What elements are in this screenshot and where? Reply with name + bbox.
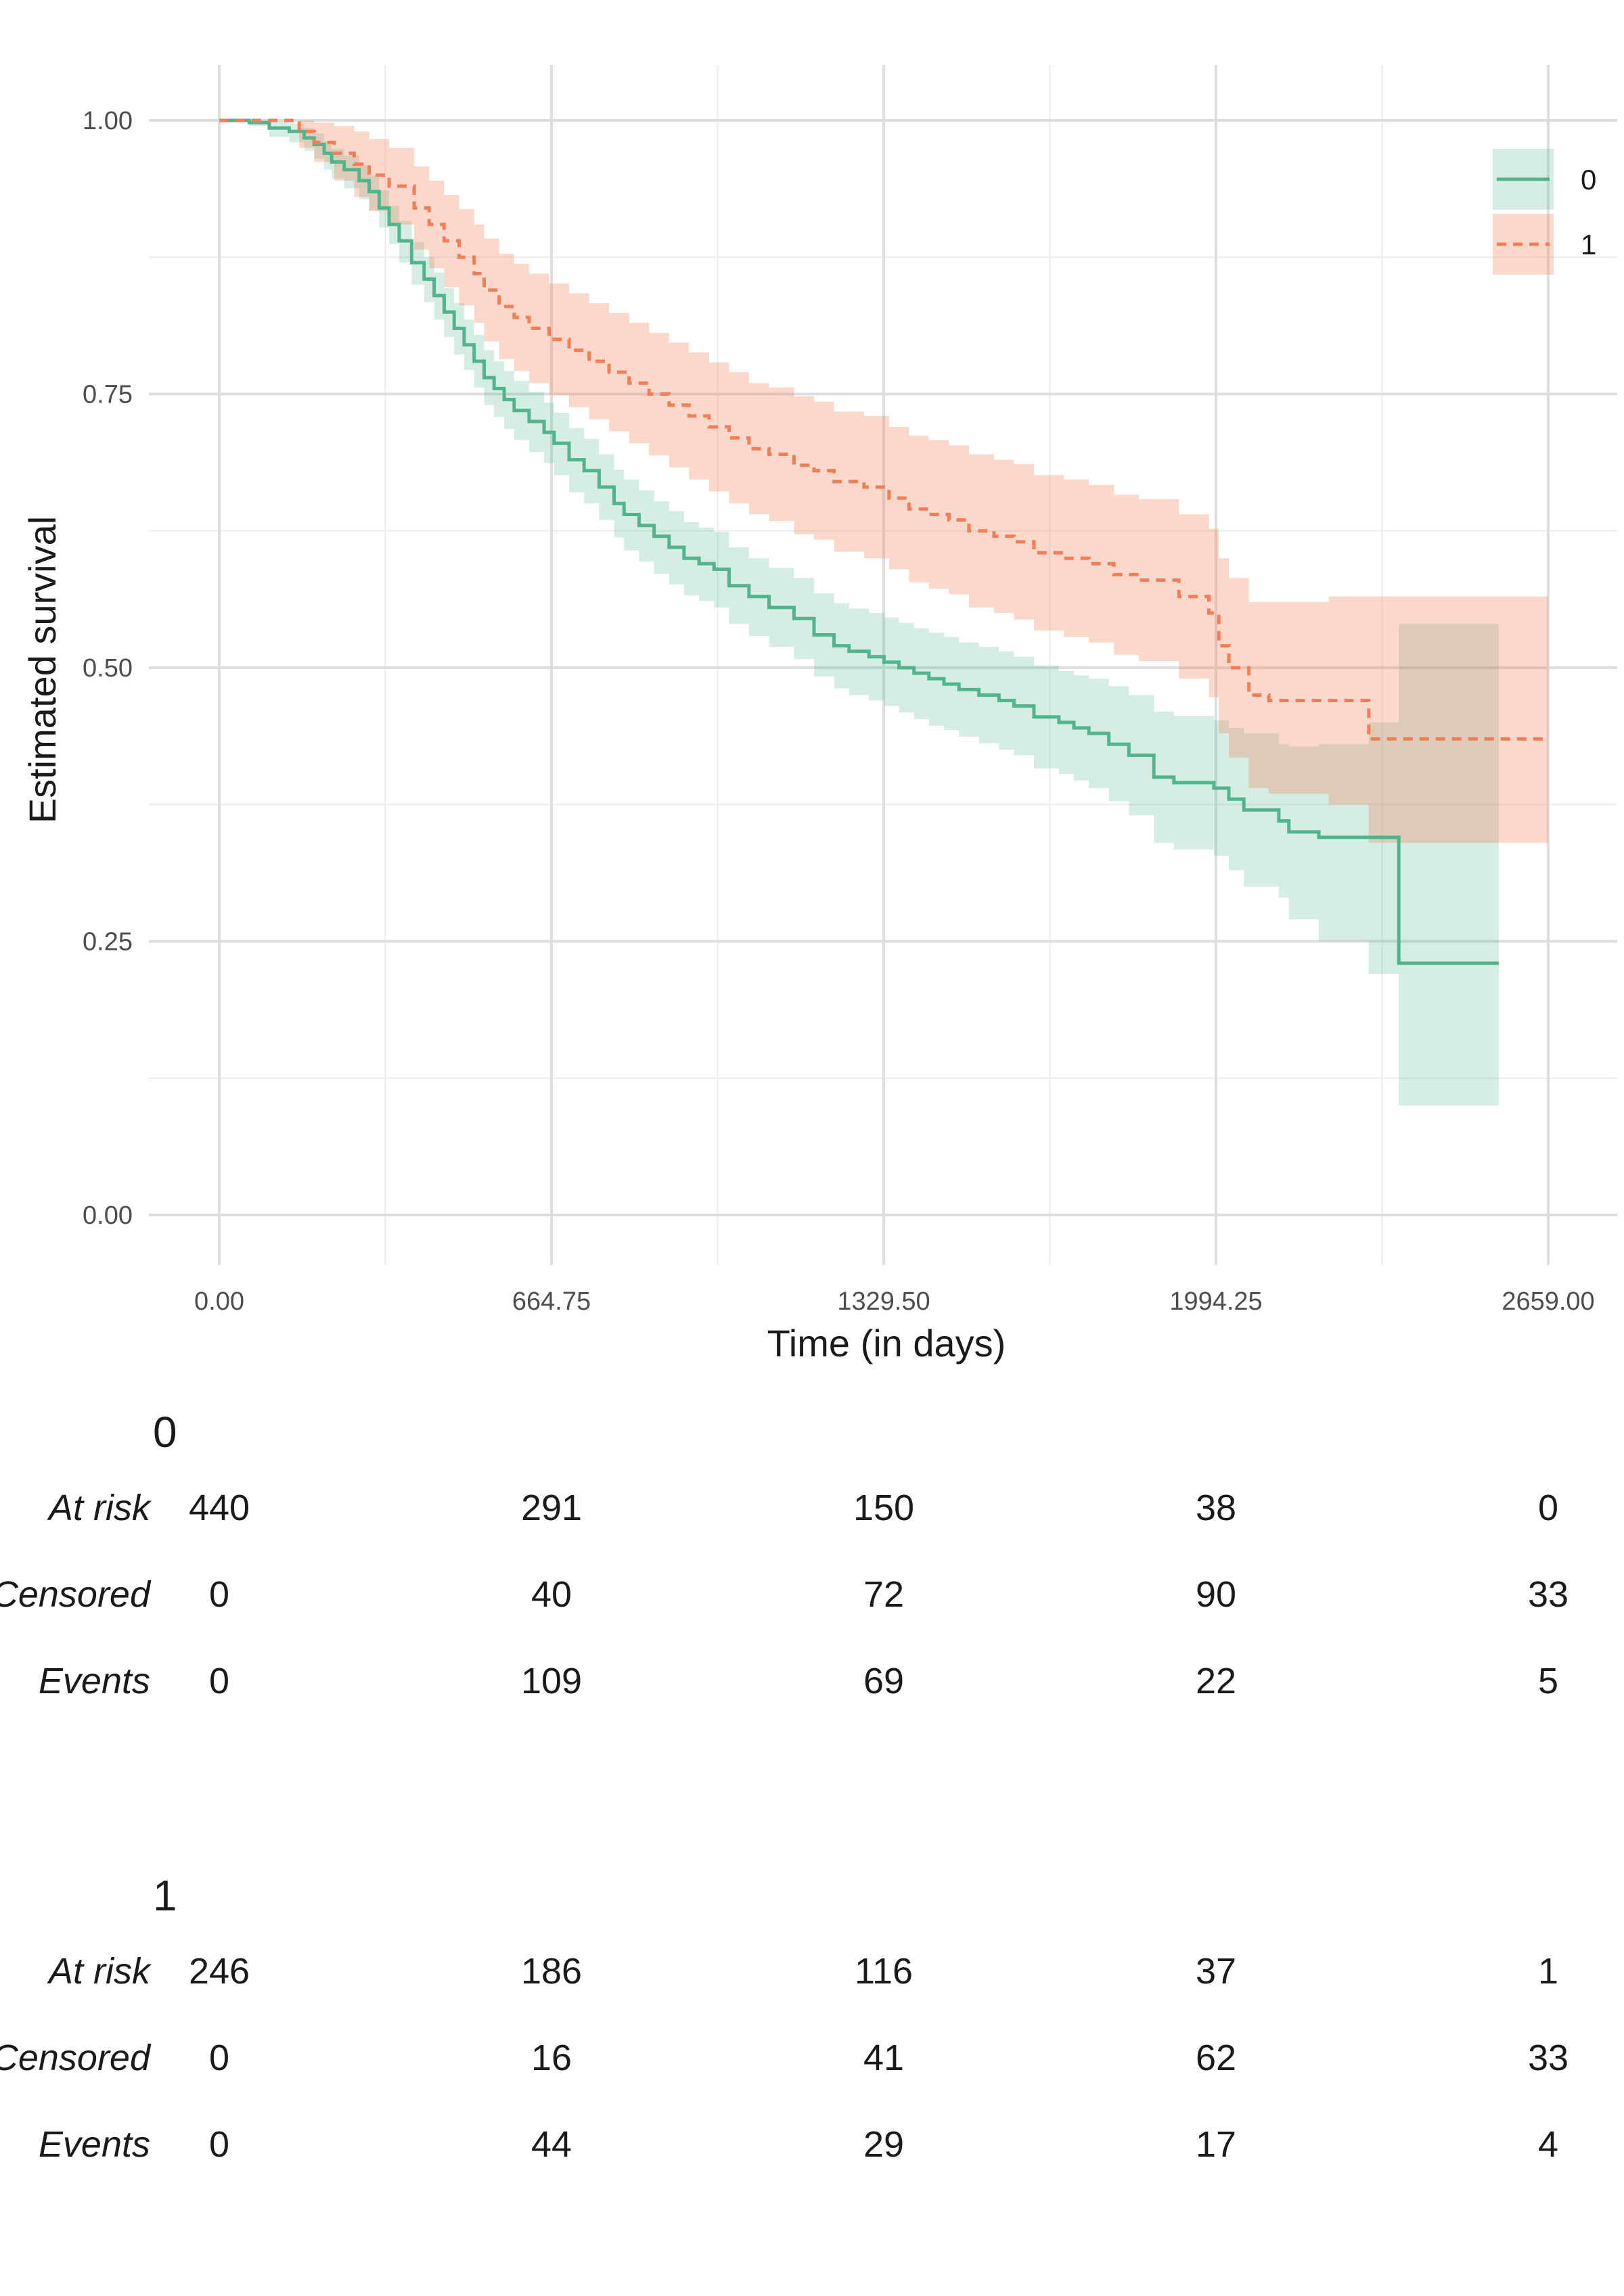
at-risk-cell: 37: [1195, 1951, 1237, 1992]
risk-table-group-0: 0 At risk Censored Events 440 291 150 38 0 0 4…: [0, 1394, 1624, 1701]
y-tick-label: 0.00: [83, 1201, 133, 1230]
censored-cell: 41: [863, 2038, 905, 2078]
grid-major: [149, 65, 1617, 1265]
y-tick-labels: 0.00 0.25 0.50 0.75 1.00: [83, 107, 133, 1230]
row-label-at-risk: At risk: [48, 1951, 150, 1992]
y-axis-title: Estimated survival: [21, 516, 64, 823]
events-cell: 69: [863, 1661, 905, 1701]
at-risk-cell: 440: [188, 1488, 250, 1528]
x-tick-label: 1329.50: [837, 1287, 930, 1316]
row-label-censored: Censored: [0, 2038, 150, 2078]
confidence-band-1: [219, 120, 1548, 843]
censored-cell: 62: [1195, 2038, 1237, 2078]
row-label-censored: Censored: [0, 1574, 150, 1615]
x-tick-label: 2659.00: [1502, 1287, 1594, 1316]
legend-label-1: 1: [1581, 229, 1596, 260]
y-tick-label: 0.75: [83, 381, 133, 409]
at-risk-cell: 246: [188, 1951, 250, 1992]
x-tick-label: 0.00: [194, 1287, 244, 1316]
events-cell: 17: [1195, 2124, 1237, 2165]
censored-cell: 0: [208, 2038, 230, 2078]
x-tick-labels: 0.00 664.75 1329.50 1994.25 2659.00: [194, 1287, 1595, 1316]
censored-cell: 40: [531, 1574, 572, 1615]
survival-curves: [219, 118, 1548, 965]
risk-group-title-1: 1: [153, 1871, 177, 1920]
events-cell: 0: [208, 2124, 230, 2165]
survival-plot: 0.00 664.75 1329.50 1994.25 2659.00 0.00 0.25…: [21, 65, 1617, 1364]
confidence-bands: [219, 120, 1548, 1106]
y-tick-label: 0.25: [83, 928, 133, 957]
x-tick-label: 1994.25: [1169, 1287, 1262, 1316]
at-risk-cell: 0: [1537, 1488, 1559, 1528]
censored-cell: 90: [1195, 1574, 1237, 1615]
y-tick-label: 0.50: [83, 654, 133, 683]
x-axis-title: Time (in days): [767, 1322, 1006, 1364]
at-risk-cell: 1: [1537, 1951, 1559, 1992]
at-risk-cell: 38: [1195, 1488, 1237, 1528]
censored-cell: 72: [863, 1574, 905, 1615]
confidence-band-0: [219, 120, 1499, 1106]
events-cell: 5: [1537, 1661, 1559, 1701]
at-risk-cell: 116: [854, 1951, 914, 1992]
at-risk-cell: 150: [853, 1488, 915, 1528]
events-cell: 44: [531, 2124, 572, 2165]
survival-line-0: [219, 118, 1499, 965]
risk-group-title-0: 0: [153, 1408, 177, 1456]
events-cell: 4: [1537, 2124, 1559, 2165]
row-label-events: Events: [38, 2124, 150, 2165]
censored-cell: 16: [531, 2038, 572, 2078]
y-tick-label: 1.00: [83, 107, 133, 135]
at-risk-cell: 186: [520, 1951, 583, 1992]
risk-table-group-1: 1 At risk Censored Events 246 186 116 37 1 0 1…: [0, 1857, 1624, 2165]
censored-cell: 33: [1527, 2038, 1569, 2078]
at-risk-cell: 291: [520, 1488, 583, 1528]
row-label-events: Events: [38, 1661, 150, 1701]
legend: 0 1: [1493, 149, 1596, 275]
x-tick-label: 664.75: [512, 1287, 591, 1316]
events-cell: 109: [520, 1661, 583, 1701]
events-cell: 29: [863, 2124, 905, 2165]
events-cell: 0: [208, 1661, 230, 1701]
censored-cell: 0: [208, 1574, 230, 1615]
survival-line-1: [219, 118, 1548, 741]
row-label-at-risk: At risk: [48, 1488, 150, 1528]
censored-cell: 33: [1527, 1574, 1569, 1615]
legend-label-0: 0: [1581, 164, 1596, 196]
events-cell: 22: [1195, 1661, 1237, 1701]
